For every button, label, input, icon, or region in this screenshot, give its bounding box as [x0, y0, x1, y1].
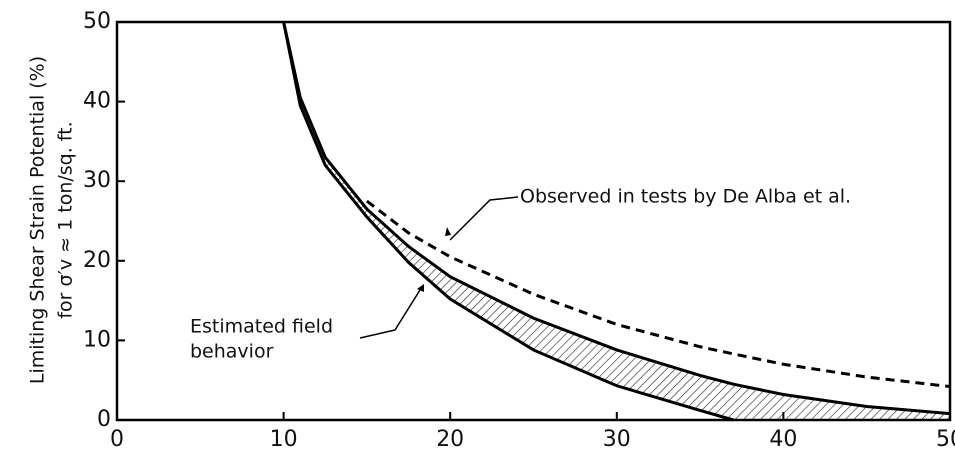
y-tick-label: 40 — [83, 89, 111, 114]
y-tick-label: 20 — [83, 248, 111, 273]
annotation: Estimated field — [190, 316, 333, 338]
x-tick-label: 10 — [270, 427, 298, 452]
x-tick-label: 50 — [936, 427, 955, 452]
y-axis-label: Limiting Shear Strain Potential (%) — [27, 56, 49, 384]
leader-line — [449, 196, 519, 241]
y-axis-label: for σ′v ≈ 1 ton/sq. ft. — [55, 121, 77, 318]
arrow-head — [417, 284, 424, 292]
line-series — [282, 21, 734, 422]
annotation: behavior — [190, 341, 274, 363]
x-tick-label: 20 — [436, 427, 464, 452]
y-tick-label: 50 — [83, 9, 111, 34]
annotation: Observed in tests by De Alba et al. — [520, 186, 851, 208]
x-tick-label: 40 — [769, 427, 797, 452]
hatched-band — [283, 22, 951, 420]
line-series — [282, 21, 951, 416]
y-tick-label: 10 — [83, 327, 111, 352]
y-tick-label: 0 — [97, 407, 111, 432]
x-tick-label: 0 — [110, 427, 124, 452]
plot-frame — [115, 20, 952, 422]
arrow-head — [445, 227, 451, 236]
x-tick-label: 30 — [603, 427, 631, 452]
y-tick-label: 30 — [83, 168, 111, 193]
line-series — [365, 199, 951, 389]
leader-line — [359, 289, 421, 339]
